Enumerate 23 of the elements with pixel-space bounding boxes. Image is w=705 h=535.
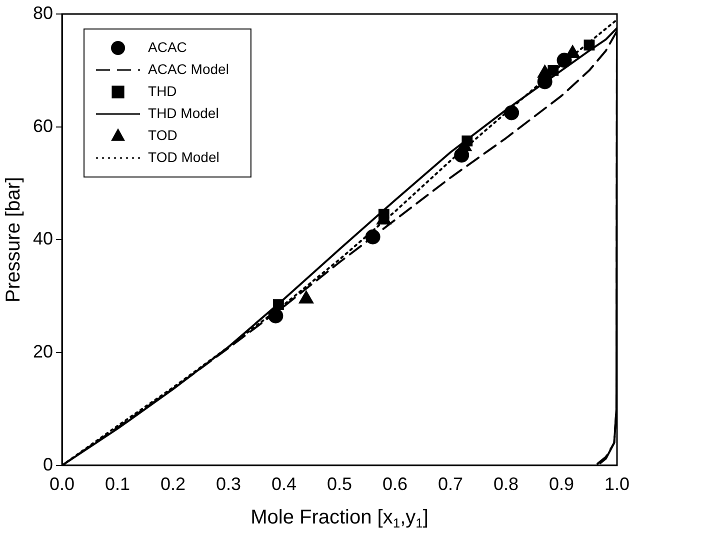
x-tick-label: 0.6 <box>382 474 408 494</box>
y-tick-label: 0 <box>43 454 54 474</box>
x-tick-label: 0.4 <box>271 474 297 494</box>
x-tick-label: 0.0 <box>50 474 75 494</box>
x-tick-label: 1.0 <box>604 474 630 494</box>
x-tick-label: 0.7 <box>438 474 464 494</box>
x-tick-label: 0.3 <box>216 474 242 494</box>
legend-label: TOD Model <box>148 148 220 165</box>
x-tick-label: 0.2 <box>160 474 186 494</box>
x-tick-label: 0.5 <box>326 474 352 494</box>
x-tick-label: 0.8 <box>493 474 519 494</box>
y-tick-label: 40 <box>32 228 54 249</box>
y-tick-label: 80 <box>32 2 54 23</box>
legend-label: ACAC Model <box>148 60 229 77</box>
y-axis-title: Pressure [bar] <box>2 176 25 303</box>
y-tick-label: 60 <box>32 116 54 136</box>
legend-label: TOD <box>148 126 178 143</box>
legend-label: ACAC <box>148 38 187 55</box>
legend-label: THD Model <box>148 104 219 121</box>
legend-label: THD <box>148 82 177 99</box>
x-tick-label: 0.1 <box>105 474 130 494</box>
y-tick-label: 20 <box>32 342 54 362</box>
x-tick-label: 0.9 <box>548 474 574 494</box>
